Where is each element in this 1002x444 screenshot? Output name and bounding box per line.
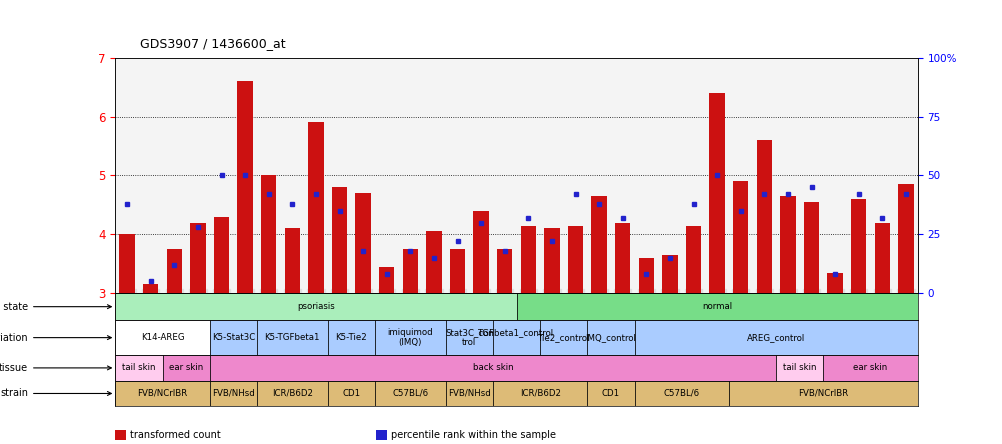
Bar (143, 285, 158, 293)
Bar (661, 255, 677, 293)
Bar (119, 234, 134, 293)
Bar (237, 81, 253, 293)
Text: normal: normal (701, 302, 731, 311)
Text: K5-Tie2: K5-Tie2 (335, 333, 367, 342)
Bar (328, 320, 375, 355)
Text: psoriasis: psoriasis (297, 302, 335, 311)
Bar (402, 249, 418, 293)
Bar (473, 211, 488, 293)
Bar (776, 355, 823, 381)
Bar (115, 320, 209, 355)
Bar (445, 320, 492, 355)
Text: IMQ_control: IMQ_control (585, 333, 635, 342)
Text: C57BL/6: C57BL/6 (663, 389, 699, 398)
Bar (375, 320, 445, 355)
Bar (308, 123, 324, 293)
Text: Stat3C_con
trol: Stat3C_con trol (445, 328, 493, 347)
Bar (492, 381, 587, 406)
Bar (261, 175, 277, 293)
Text: FVB/NHsd: FVB/NHsd (211, 389, 255, 398)
Text: C57BL/6: C57BL/6 (392, 389, 428, 398)
Text: ear skin: ear skin (169, 363, 203, 373)
Text: FVB/NHsd: FVB/NHsd (448, 389, 490, 398)
Bar (520, 226, 535, 293)
Bar (756, 140, 772, 293)
Text: tail skin: tail skin (122, 363, 155, 373)
Text: K14-AREG: K14-AREG (140, 333, 184, 342)
Bar (115, 293, 516, 320)
Bar (634, 320, 917, 355)
Bar (851, 199, 866, 293)
Bar (780, 196, 795, 293)
Bar (209, 355, 776, 381)
Bar (375, 381, 445, 406)
Bar (634, 381, 728, 406)
Bar (115, 381, 209, 406)
Bar (567, 226, 582, 293)
Bar (614, 222, 630, 293)
Text: transformed count: transformed count (130, 430, 220, 440)
Text: tail skin: tail skin (783, 363, 816, 373)
Bar (162, 355, 209, 381)
Text: tissue: tissue (0, 363, 111, 373)
Text: AREG_control: AREG_control (746, 333, 805, 342)
Bar (874, 222, 889, 293)
Bar (355, 193, 371, 293)
Bar (587, 381, 634, 406)
Bar (209, 320, 257, 355)
Text: CD1: CD1 (342, 389, 360, 398)
Text: percentile rank within the sample: percentile rank within the sample (391, 430, 556, 440)
Bar (257, 320, 328, 355)
Bar (540, 320, 587, 355)
Bar (328, 381, 375, 406)
Text: ICR/B6D2: ICR/B6D2 (272, 389, 313, 398)
Bar (426, 231, 441, 293)
Bar (379, 267, 394, 293)
Text: disease state: disease state (0, 301, 111, 312)
Bar (445, 381, 492, 406)
Bar (450, 249, 465, 293)
Bar (685, 226, 700, 293)
Text: Tie2_control: Tie2_control (537, 333, 589, 342)
Bar (115, 355, 162, 381)
Text: ICR/B6D2: ICR/B6D2 (519, 389, 560, 398)
Bar (516, 293, 917, 320)
Text: CD1: CD1 (601, 389, 619, 398)
Text: strain: strain (0, 388, 111, 398)
Bar (213, 217, 229, 293)
Text: imiquimod
(IMQ): imiquimod (IMQ) (387, 328, 433, 347)
Bar (708, 93, 724, 293)
Text: FVB/NCrIBR: FVB/NCrIBR (798, 389, 848, 398)
Text: K5-Stat3C: K5-Stat3C (211, 333, 255, 342)
Text: K5-TGFbeta1: K5-TGFbeta1 (265, 333, 320, 342)
Bar (728, 381, 917, 406)
Text: genotype/variation: genotype/variation (0, 333, 111, 343)
Bar (587, 320, 634, 355)
Bar (209, 381, 257, 406)
Bar (492, 320, 540, 355)
Text: GDS3907 / 1436600_at: GDS3907 / 1436600_at (140, 36, 286, 50)
Bar (190, 222, 205, 293)
Text: FVB/NCrIBR: FVB/NCrIBR (137, 389, 187, 398)
Bar (638, 258, 653, 293)
Bar (823, 355, 917, 381)
Text: back skin: back skin (472, 363, 513, 373)
Bar (332, 187, 347, 293)
Bar (827, 273, 842, 293)
Bar (803, 202, 819, 293)
Bar (732, 181, 747, 293)
Text: TGFbeta1_control: TGFbeta1_control (478, 328, 554, 347)
Bar (166, 249, 181, 293)
Bar (591, 196, 606, 293)
Bar (898, 184, 913, 293)
Bar (285, 229, 300, 293)
Bar (497, 249, 512, 293)
Text: ear skin: ear skin (853, 363, 887, 373)
Bar (544, 229, 559, 293)
Bar (257, 381, 328, 406)
